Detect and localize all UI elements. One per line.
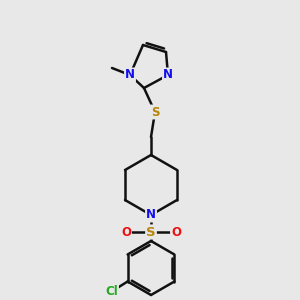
Text: N: N (125, 68, 135, 82)
Text: O: O (171, 226, 181, 238)
Text: S: S (151, 106, 159, 118)
Text: S: S (146, 226, 156, 238)
Text: Cl: Cl (105, 285, 118, 298)
Text: O: O (121, 226, 131, 238)
Text: N: N (163, 68, 173, 82)
Text: N: N (146, 208, 156, 221)
